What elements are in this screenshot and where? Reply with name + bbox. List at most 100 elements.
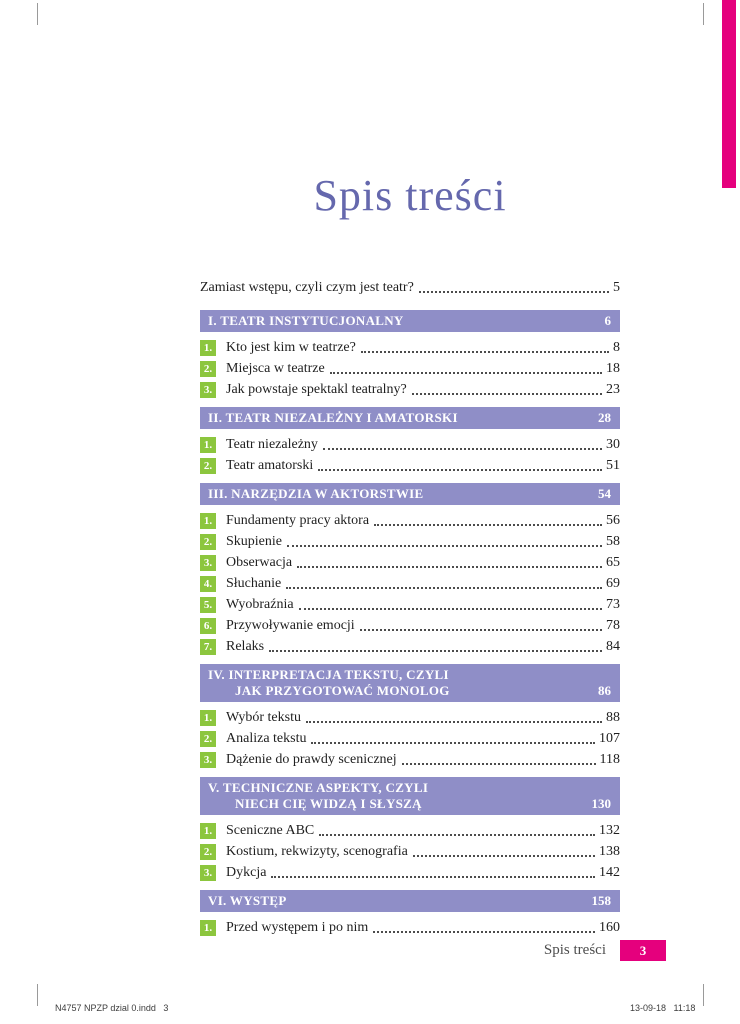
dot-leader [271,876,595,878]
item-page-number: 160 [599,920,620,935]
toc-item-row: 1. Przed występem i po nim 160 [200,918,620,938]
item-number-badge: 5. [200,597,216,613]
item-page-number: 73 [606,597,620,612]
toc-item-row: 6. Przywoływanie emocji 78 [200,616,620,636]
toc-item-row: 2. Miejsca w teatrze 18 [200,359,620,379]
item-page-number: 58 [606,534,620,549]
item-number-badge: 3. [200,752,216,768]
toc-item-row: 7. Relaks 84 [200,637,620,657]
dot-leader [286,587,602,589]
section-items: 1. Przed występem i po nim 160 [200,918,620,938]
item-page-number: 69 [606,576,620,591]
item-label: Fundamenty pracy aktora [226,513,370,528]
item-number-badge: 2. [200,361,216,377]
toc-item-row: 5. Wyobraźnia 73 [200,595,620,615]
toc-item-row: 1. Kto jest kim w teatrze? 8 [200,338,620,358]
dot-leader [322,448,602,450]
intro-page-number: 5 [613,280,620,295]
toc-section: III. NARZĘDZIA W AKTORSTWIE 54 1. Fundament… [200,483,620,657]
section-page-number: 6 [604,313,612,328]
item-label: Jak powstaje spektakl teatralny? [226,382,407,397]
section-title: II. TEATR NIEZALEŻNY I AMATORSKI [208,410,458,426]
section-header: II. TEATR NIEZALEŻNY I AMATORSKI 28 [200,407,620,429]
section-items: 1. Wybór tekstu 88 2. Analiza tekstu 107 3. Dąż… [200,708,620,770]
section-title-line: JAK PRZYGOTOWAĆ MONOLOG [235,683,450,698]
item-page-number: 30 [606,437,620,452]
item-page-number: 56 [606,513,620,528]
item-label: Słuchanie [226,576,282,591]
toc-item-row: 1. Fundamenty pracy aktora 56 [200,511,620,531]
item-page-number: 138 [599,844,620,859]
item-label: Kto jest kim w teatrze? [226,340,356,355]
toc-section: V. TECHNICZNE ASPEKTY, CZYLI NIECH CIĘ WI… [200,777,620,883]
toc-item-row: 3. Obserwacja 65 [200,553,620,573]
dot-leader [298,608,602,610]
dot-leader [360,351,609,353]
section-page-number: 130 [591,796,612,811]
item-number-badge: 2. [200,534,216,550]
item-number-badge: 6. [200,618,216,634]
dot-leader [412,855,595,857]
item-number-badge: 2. [200,731,216,747]
item-number-badge: 1. [200,437,216,453]
item-number-badge: 1. [200,823,216,839]
dot-leader [311,742,595,744]
footer-page-number-box: 3 [620,940,666,961]
item-page-number: 142 [599,865,620,880]
section-title: I. TEATR INSTYTUCJONALNY [208,313,404,329]
toc-item-row: 3. Dążenie do prawdy scenicznej 118 [200,750,620,770]
toc-item-row: 4. Słuchanie 69 [200,574,620,594]
item-label: Przed występem i po nim [226,920,369,935]
toc-sections: I. TEATR INSTYTUCJONALNY 6 1. Kto jest kim … [200,310,620,938]
dot-leader [401,763,596,765]
dot-leader [305,721,602,723]
toc-content: Spis treści Zamiast wstępu, czyli czym j… [200,172,620,945]
dot-leader [359,629,602,631]
section-page-number: 28 [598,410,611,425]
item-label: Dykcja [226,865,267,880]
item-label: Obserwacja [226,555,293,570]
page-title: Spis treści [313,171,507,220]
toc-item-row: 1. Wybór tekstu 88 [200,708,620,728]
dot-leader [329,372,602,374]
dot-leader [374,524,602,526]
toc-item-row: 3. Dykcja 142 [200,863,620,883]
page-edge-color-bar [722,0,736,188]
item-label: Analiza tekstu [226,731,307,746]
section-title-line: V. TECHNICZNE ASPEKTY, CZYLI [208,780,429,795]
toc-section: VI. WYSTĘP 158 1. Przed występem i po nim 16… [200,890,620,938]
section-title-line: III. NARZĘDZIA W AKTORSTWIE [208,486,424,501]
item-label: Teatr amatorski [226,458,314,473]
item-label: Miejsca w teatrze [226,361,325,376]
item-page-number: 118 [599,752,620,767]
toc-section: IV. INTERPRETACJA TEKSTU, CZYLI JAK PRZYG… [200,664,620,770]
page-footer: Spis treści 3 [200,940,666,961]
item-page-number: 132 [599,823,620,838]
footer-running-title: Spis treści [543,942,606,958]
item-label: Teatr niezależny [226,437,318,452]
dot-leader [411,393,602,395]
item-page-number: 51 [606,458,620,473]
section-title-line: NIECH CIĘ WIDZĄ I SŁYSZĄ [235,796,422,811]
section-header: I. TEATR INSTYTUCJONALNY 6 [200,310,620,332]
section-header: III. NARZĘDZIA W AKTORSTWIE 54 [200,483,620,505]
item-label: Wybór tekstu [226,710,301,725]
section-title: III. NARZĘDZIA W AKTORSTWIE [208,486,423,502]
dot-leader [418,291,609,293]
item-label: Przywoływanie emocji [226,618,355,633]
crop-mark-top-right [703,3,704,25]
item-label: Skupienie [226,534,282,549]
item-number-badge: 2. [200,844,216,860]
toc-item-row: 1. Teatr niezależny 30 [200,435,620,455]
item-label: Relaks [226,639,265,654]
toc-item-row: 2. Skupienie 58 [200,532,620,552]
section-items: 1. Teatr niezależny 30 2. Teatr amatorski 51 [200,435,620,476]
section-page-number: 158 [591,893,612,908]
item-number-badge: 4. [200,576,216,592]
dot-leader [318,469,602,471]
item-number-badge: 7. [200,639,216,655]
toc-intro-row: Zamiast wstępu, czyli czym jest teatr? 5 [200,278,620,298]
section-title-line: IV. INTERPRETACJA TEKSTU, CZYLI [208,667,449,682]
crop-mark-top-left [37,3,38,25]
